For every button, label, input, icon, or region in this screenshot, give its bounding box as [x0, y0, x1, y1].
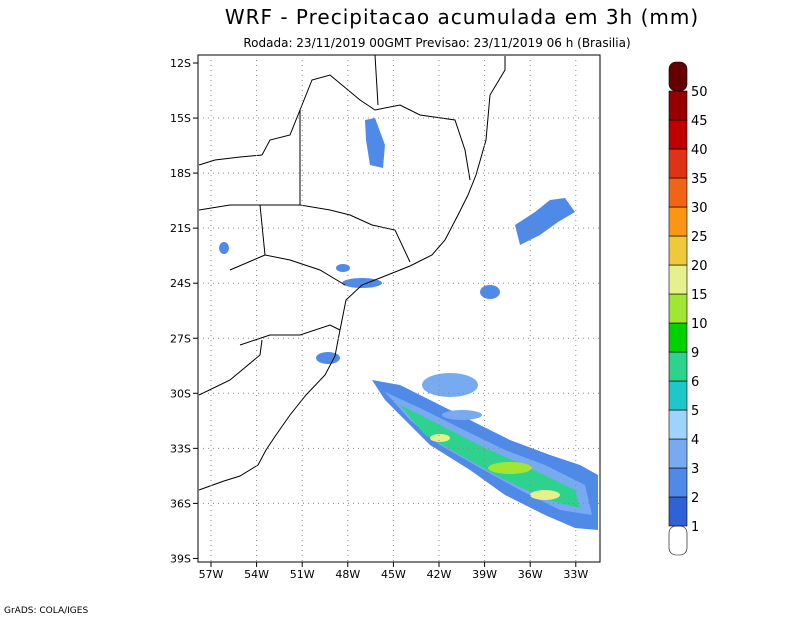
colorbar-segment: [668, 438, 688, 469]
lat-label: 18S: [170, 167, 191, 180]
coastline: [198, 54, 506, 491]
subtitle: Rodada: 23/11/2019 00GMT Previsao: 23/11…: [243, 36, 630, 50]
colorbar-segment: [668, 467, 688, 498]
lon-label: 33W: [563, 568, 588, 581]
colorbar-segment: [668, 525, 688, 556]
lon-label: 39W: [472, 568, 497, 581]
colorbar-segment: [668, 90, 688, 121]
colorbar-segment: [668, 177, 688, 208]
lat-label: 24S: [170, 277, 191, 290]
colorbar-label: 3: [691, 462, 699, 477]
title: WRF - Precipitacao acumulada em 3h (mm): [225, 5, 699, 29]
lat-label: 33S: [170, 442, 191, 455]
colorbar-segment: [668, 119, 688, 150]
colorbar-segment: [668, 322, 688, 353]
colorbar-label: 25: [691, 230, 708, 245]
colorbar-label: 40: [691, 143, 708, 158]
colorbar-segment: [668, 380, 688, 411]
colorbar-label: 20: [691, 259, 708, 274]
colorbar-label: 35: [691, 172, 708, 187]
lat-label: 36S: [170, 497, 191, 510]
colorbar-label: 1: [691, 520, 699, 535]
lon-label: 45W: [381, 568, 406, 581]
colorbar-label: 30: [691, 201, 708, 216]
colorbar-segment: [668, 148, 688, 179]
colorbar-segment: [668, 235, 688, 266]
lat-label: 15S: [170, 112, 191, 125]
colorbar-segment: [668, 61, 688, 92]
lat-label: 30S: [170, 387, 191, 400]
lat-label: 39S: [170, 552, 191, 565]
precipitation: [219, 118, 598, 530]
colorbar-segment: [668, 496, 688, 527]
colorbar-segment: [668, 293, 688, 324]
colorbar-label: 9: [691, 346, 699, 361]
colorbar-label: 45: [691, 114, 708, 129]
colorbar-segment: [668, 264, 688, 295]
lon-label: 48W: [335, 568, 360, 581]
footer: GrADS: COLA/IGES: [4, 606, 88, 616]
lat-label: 12S: [170, 57, 191, 70]
colorbar-segment: [668, 409, 688, 440]
lat-label: 27S: [170, 332, 191, 345]
lon-label: 57W: [199, 568, 224, 581]
colorbar-label: 15: [691, 288, 708, 303]
colorbar-segment: [668, 351, 688, 382]
lon-label: 42W: [427, 568, 452, 581]
colorbar-label: 50: [691, 85, 708, 100]
lon-label: 51W: [290, 568, 315, 581]
lon-label: 54W: [244, 568, 269, 581]
lat-label: 21S: [170, 222, 191, 235]
colorbar-label: 2: [691, 491, 699, 506]
colorbar-segment: [668, 206, 688, 237]
map-frame: [197, 54, 601, 563]
colorbar-label: 4: [691, 433, 699, 448]
colorbar-label: 10: [691, 317, 708, 332]
colorbar-label: 6: [691, 375, 699, 390]
lon-label: 36W: [518, 568, 543, 581]
colorbar-label: 5: [691, 404, 699, 419]
